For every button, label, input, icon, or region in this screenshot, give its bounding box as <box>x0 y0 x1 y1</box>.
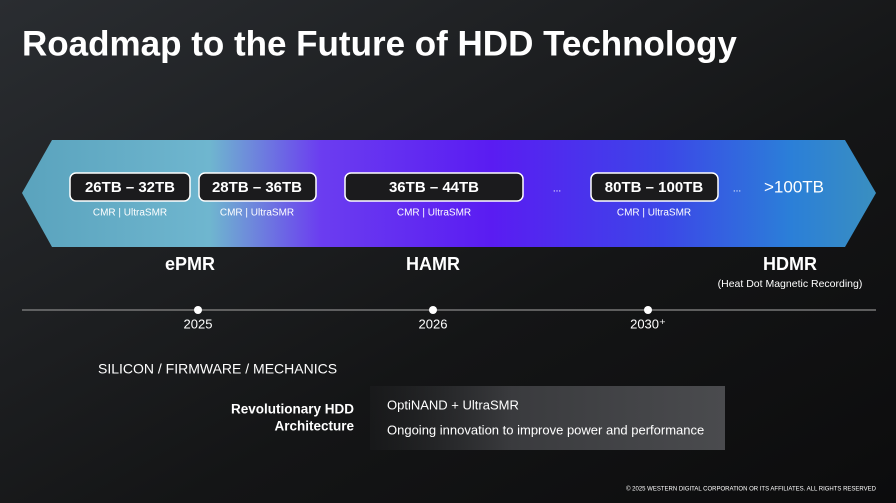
capacity-label: 80TB – 100TB <box>605 179 704 196</box>
year: 2025 <box>184 316 213 331</box>
section-item: OptiNAND + UltraSMR <box>387 397 519 412</box>
technology: HDMR <box>763 254 817 274</box>
capacity-sub: CMR | UltraSMR <box>93 208 167 219</box>
capacity-label: 28TB – 36TB <box>212 179 302 196</box>
capacity-box <box>69 172 191 202</box>
capacity-sub: CMR | UltraSMR <box>220 208 294 219</box>
technology-note: (Heat Dot Magnetic Recording) <box>718 278 863 290</box>
timeline-dot <box>429 306 437 314</box>
timeline-dot <box>194 306 202 314</box>
future-capacity: >100TB <box>764 177 824 196</box>
section-item: Ongoing innovation to improve power and … <box>387 422 704 437</box>
capacity-label: 36TB – 44TB <box>389 179 479 196</box>
technology: HAMR <box>406 254 460 274</box>
footer: © 2025 WESTERN DIGITAL CORPORATION OR IT… <box>626 486 877 493</box>
capacity-box <box>344 172 524 202</box>
year: 2026 <box>419 316 448 331</box>
section-label: Architecture <box>274 419 354 434</box>
capacity-box <box>590 172 719 202</box>
technology: ePMR <box>165 254 215 274</box>
capacity-sub: CMR | UltraSMR <box>397 208 471 219</box>
section-heading: SILICON / FIRMWARE / MECHANICS <box>98 361 337 377</box>
capacity-label: 26TB – 32TB <box>85 179 175 196</box>
ellipsis: ... <box>733 184 741 195</box>
year: 2030⁺ <box>630 316 666 331</box>
capacity-box <box>198 172 317 202</box>
capacity-sub: CMR | UltraSMR <box>617 208 691 219</box>
ellipsis: ... <box>553 184 561 195</box>
title: Roadmap to the Future of HDD Technology <box>22 24 737 63</box>
timeline-dot <box>644 306 652 314</box>
section-panel <box>370 386 725 450</box>
section-label: Revolutionary HDD <box>231 402 354 417</box>
